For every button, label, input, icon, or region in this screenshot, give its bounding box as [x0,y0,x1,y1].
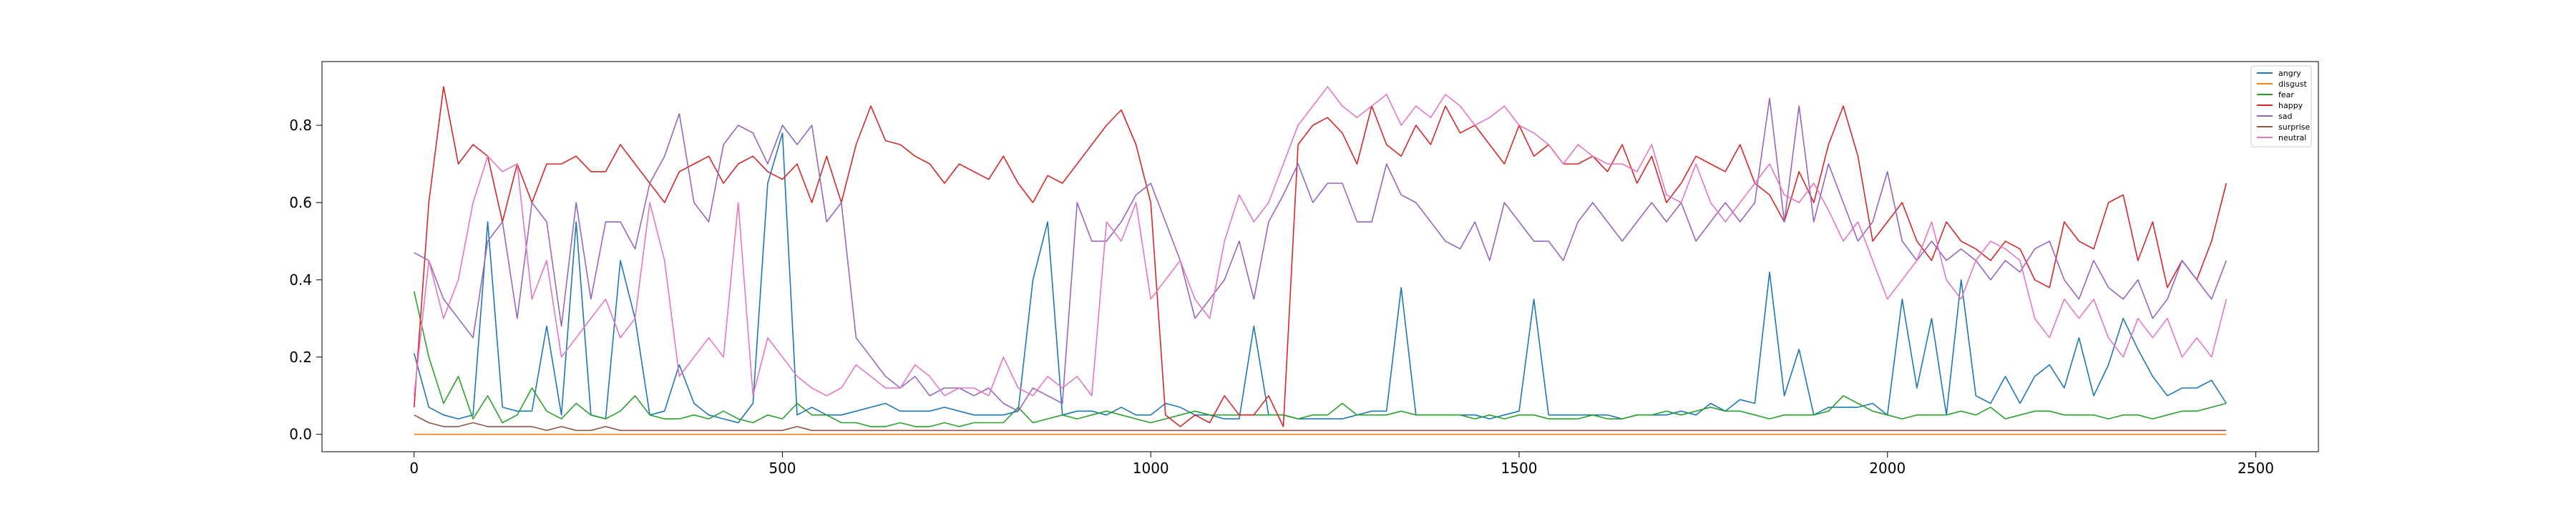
y-tick-label: 0.6 [289,194,312,211]
x-tick-label: 2500 [2238,460,2274,477]
x-tick-label: 1500 [1501,460,1538,477]
plot-frame [321,61,2319,452]
x-axis: 0 500 1000 1500 2000 2500 [409,452,2274,477]
series-line-surprise [414,414,2227,432]
y-tick-label: 0.2 [289,349,312,366]
legend-label-surprise: surprise [2278,122,2311,132]
x-tick-label: 1000 [1133,460,1169,477]
legend-label-neutral: neutral [2278,133,2306,142]
legend-label-sad: sad [2278,112,2292,121]
y-tick-label: 0.4 [289,271,312,288]
x-tick-label: 2000 [1869,460,1906,477]
series-line-neutral [413,86,2228,397]
y-axis: 0.0 0.2 0.4 0.6 0.8 [289,117,322,443]
series-lines [413,86,2228,435]
series-line-fear [413,291,2227,427]
x-tick-label: 0 [409,460,419,477]
legend-label-happy: happy [2278,101,2303,110]
series-line-sad [414,97,2228,412]
y-tick-label: 0.8 [289,117,312,134]
legend-label-angry: angry [2278,69,2301,78]
x-tick-label: 500 [769,460,796,477]
y-tick-label: 0.0 [289,426,312,443]
series-line-angry [413,132,2227,424]
legend-label-disgust: disgust [2278,79,2307,89]
legend-label-fear: fear [2278,90,2294,100]
